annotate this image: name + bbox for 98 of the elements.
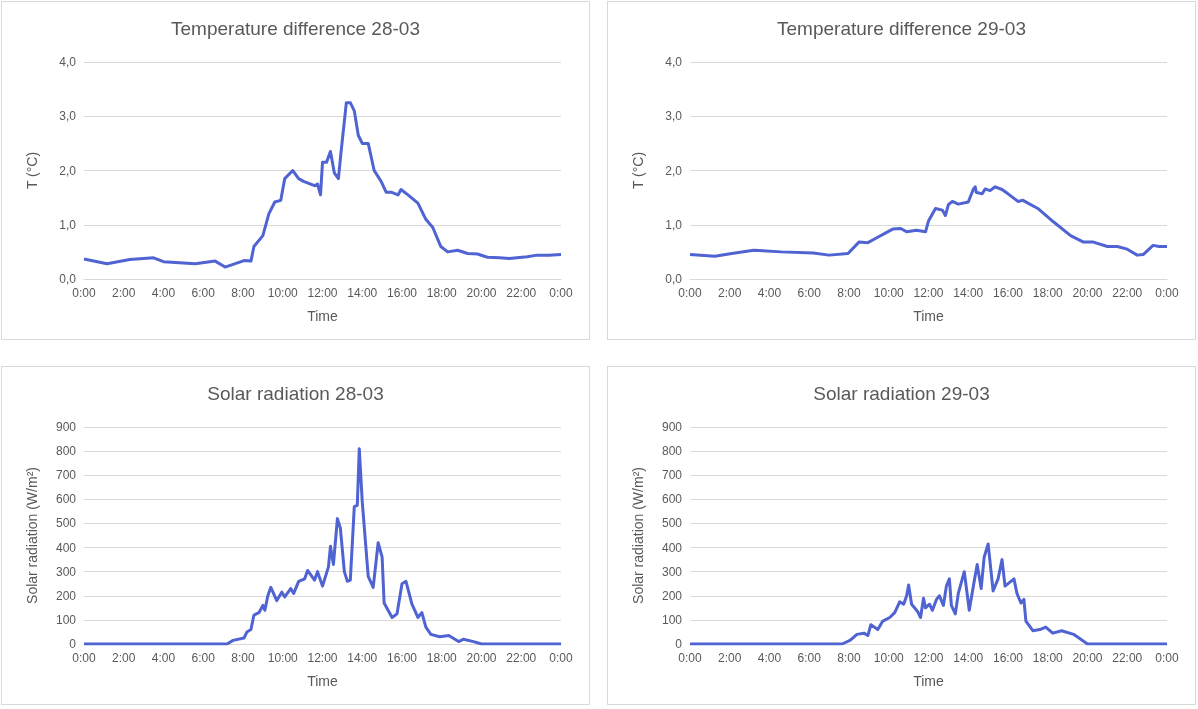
x-tick-label: 2:00 <box>718 651 742 665</box>
x-tick-label: 0:00 <box>549 286 573 300</box>
x-axis-title: Time <box>913 308 945 324</box>
y-tick-label: 1,0 <box>59 217 77 232</box>
x-tick-label: 8:00 <box>837 651 861 665</box>
y-tick-label: 600 <box>661 492 683 507</box>
x-tick-label: 18:00 <box>426 651 458 665</box>
x-tick-label: 10:00 <box>873 286 905 300</box>
x-tick-label: 12:00 <box>913 286 944 300</box>
x-tick-label: 18:00 <box>1032 651 1064 665</box>
x-tick-label: 6:00 <box>191 651 216 665</box>
x-tick-label: 18:00 <box>426 286 458 300</box>
x-tick-label: 14:00 <box>347 651 378 665</box>
x-tick-label: 16:00 <box>386 651 418 665</box>
y-tick-label: 4,0 <box>59 55 77 69</box>
x-tick-label: 12:00 <box>307 651 338 665</box>
y-tick-label: 300 <box>661 564 683 579</box>
x-tick-label: 0:00 <box>1155 286 1179 300</box>
x-tick-label: 0:00 <box>549 651 573 665</box>
chart-title: Solar radiation 28-03 <box>207 383 384 404</box>
x-tick-label: 8:00 <box>837 286 861 300</box>
x-tick-label: 2:00 <box>112 651 136 665</box>
x-tick-label: 4:00 <box>151 651 176 665</box>
y-tick-label: 700 <box>55 468 77 483</box>
y-tick-label: 300 <box>55 564 77 579</box>
x-tick-label: 16:00 <box>992 651 1024 665</box>
line-series <box>82 447 563 646</box>
y-tick-label: 0 <box>675 637 683 651</box>
x-tick-label: 12:00 <box>913 651 944 665</box>
x-axis-title: Time <box>307 673 339 689</box>
y-tick-label: 3,0 <box>59 109 77 124</box>
y-tick-label: 200 <box>661 588 683 603</box>
y-tick-label: 400 <box>661 540 683 555</box>
y-tick-label: 900 <box>55 420 77 434</box>
y-tick-label: 3,0 <box>665 109 683 124</box>
y-tick-label: 500 <box>55 516 77 531</box>
y-tick-label: 400 <box>55 540 77 555</box>
x-tick-label: 14:00 <box>953 651 984 665</box>
x-tick-label: 0:00 <box>1155 651 1179 665</box>
x-tick-label: 4:00 <box>757 286 782 300</box>
y-tick-label: 0 <box>69 637 77 651</box>
x-tick-label: 0:00 <box>678 286 702 300</box>
x-tick-label: 14:00 <box>347 286 378 300</box>
y-tick-label: 800 <box>55 444 77 459</box>
x-tick-label: 2:00 <box>112 286 136 300</box>
y-tick-label: 0,0 <box>665 272 683 286</box>
x-tick-label: 2:00 <box>718 286 742 300</box>
x-tick-label: 22:00 <box>506 286 537 300</box>
y-axis-title: Solar radiation (W/m²) <box>630 467 646 604</box>
x-tick-label: 6:00 <box>191 286 216 300</box>
y-axis-title: Solar radiation (W/m²) <box>24 467 40 604</box>
x-tick-label: 6:00 <box>797 651 822 665</box>
x-tick-label: 16:00 <box>992 286 1024 300</box>
x-tick-label: 4:00 <box>151 286 176 300</box>
x-tick-label: 0:00 <box>678 651 702 665</box>
line-series <box>82 101 563 269</box>
y-tick-label: 2,0 <box>665 163 683 178</box>
y-tick-label: 1,0 <box>665 217 683 232</box>
x-tick-label: 4:00 <box>757 651 782 665</box>
y-tick-label: 4,0 <box>665 55 683 69</box>
chart-title: Solar radiation 29-03 <box>813 383 990 404</box>
y-axis-title: T (°C) <box>24 151 40 190</box>
chart-title: Temperature difference 29-03 <box>777 18 1026 39</box>
y-tick-label: 100 <box>55 612 77 627</box>
x-tick-label: 22:00 <box>1112 286 1143 300</box>
x-tick-label: 22:00 <box>1112 651 1143 665</box>
y-tick-label: 200 <box>55 588 77 603</box>
x-tick-label: 8:00 <box>231 286 255 300</box>
x-tick-label: 8:00 <box>231 651 255 665</box>
line-series <box>688 542 1169 646</box>
chart-title: Temperature difference 28-03 <box>171 18 420 39</box>
x-tick-label: 0:00 <box>72 286 96 300</box>
x-axis-title: Time <box>913 673 945 689</box>
y-tick-label: 100 <box>661 612 683 627</box>
x-tick-label: 18:00 <box>1032 286 1064 300</box>
y-tick-label: 900 <box>661 420 683 434</box>
x-tick-label: 0:00 <box>72 651 96 665</box>
x-tick-label: 12:00 <box>307 286 338 300</box>
x-axis-title: Time <box>307 308 339 324</box>
y-tick-label: 700 <box>661 468 683 483</box>
x-tick-label: 10:00 <box>267 651 299 665</box>
x-tick-label: 20:00 <box>466 651 497 665</box>
y-tick-label: 600 <box>55 492 77 507</box>
y-tick-label: 0,0 <box>59 272 77 286</box>
x-tick-label: 10:00 <box>873 651 905 665</box>
y-tick-label: 800 <box>661 444 683 459</box>
y-tick-label: 500 <box>661 516 683 531</box>
y-tick-label: 2,0 <box>59 163 77 178</box>
x-tick-label: 14:00 <box>953 286 984 300</box>
x-tick-label: 16:00 <box>386 286 418 300</box>
x-tick-label: 10:00 <box>267 286 299 300</box>
x-tick-label: 20:00 <box>466 286 497 300</box>
x-tick-label: 20:00 <box>1072 286 1103 300</box>
x-tick-label: 6:00 <box>797 286 822 300</box>
x-tick-label: 20:00 <box>1072 651 1103 665</box>
x-tick-label: 22:00 <box>506 651 537 665</box>
y-axis-title: T (°C) <box>630 151 646 190</box>
line-series <box>688 185 1169 258</box>
